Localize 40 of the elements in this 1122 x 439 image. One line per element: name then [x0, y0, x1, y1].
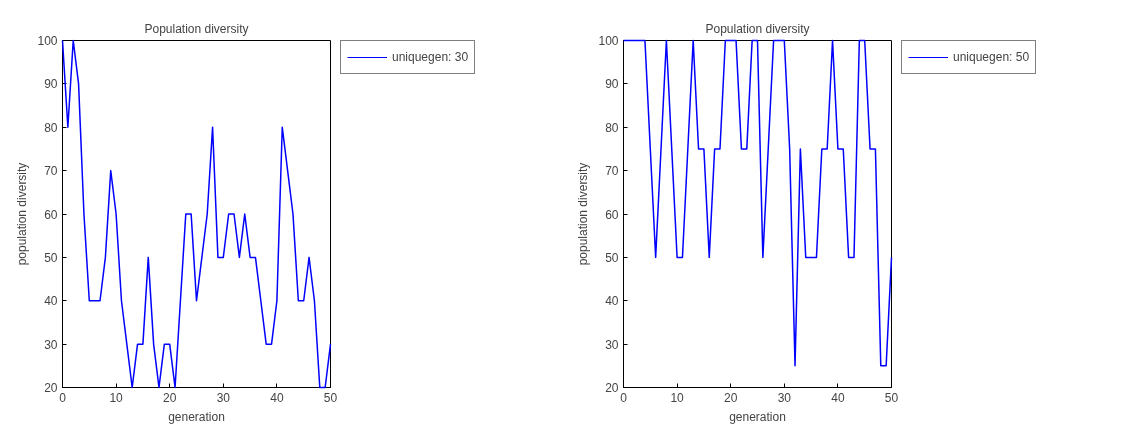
y-tick-label: 80 [44, 120, 58, 135]
x-axis-title: generation [729, 409, 786, 424]
x-tick-label: 20 [163, 390, 177, 405]
y-tick-label: 100 [37, 34, 58, 48]
line-series [622, 39, 893, 367]
x-tick-label: 40 [831, 390, 845, 405]
y-tick-label: 60 [44, 207, 58, 222]
x-tick-label: 10 [670, 390, 685, 405]
y-tick-label: 30 [605, 337, 619, 352]
legend-label: uniquegen: 50 [953, 50, 1030, 64]
chart-title: Population diversity [705, 21, 810, 36]
y-tick-label: 30 [44, 337, 58, 352]
y-axis-title: population diversity [576, 162, 591, 266]
y-tick-label: 90 [44, 77, 58, 92]
y-tick-label: 50 [605, 250, 619, 265]
y-tick-label: 100 [598, 34, 619, 48]
line-series [61, 39, 332, 389]
y-tick-label: 70 [44, 164, 58, 179]
y-tick-label: 90 [605, 77, 619, 92]
y-tick-label: 80 [605, 120, 619, 135]
chart-title: Population diversity [144, 21, 249, 36]
x-tick-label: 20 [724, 390, 738, 405]
x-tick-label: 30 [777, 390, 792, 405]
x-tick-label: 40 [270, 390, 284, 405]
y-tick-label: 20 [44, 381, 58, 395]
x-tick-label: 50 [323, 390, 338, 405]
x-tick-label: 0 [59, 390, 67, 405]
x-tick-label: 10 [109, 390, 124, 405]
y-tick-label: 40 [44, 294, 58, 309]
y-tick-label: 70 [605, 164, 619, 179]
x-tick-label: 30 [216, 390, 231, 405]
legend-label: uniquegen: 30 [392, 50, 469, 64]
x-axis-title: generation [168, 409, 225, 424]
x-tick-label: 50 [884, 390, 899, 405]
y-tick-label: 40 [605, 294, 619, 309]
x-tick-label: 0 [620, 390, 628, 405]
y-axis-title: population diversity [15, 162, 30, 266]
y-tick-label: 20 [605, 381, 619, 395]
y-tick-label: 60 [605, 207, 619, 222]
y-tick-label: 50 [44, 250, 58, 265]
